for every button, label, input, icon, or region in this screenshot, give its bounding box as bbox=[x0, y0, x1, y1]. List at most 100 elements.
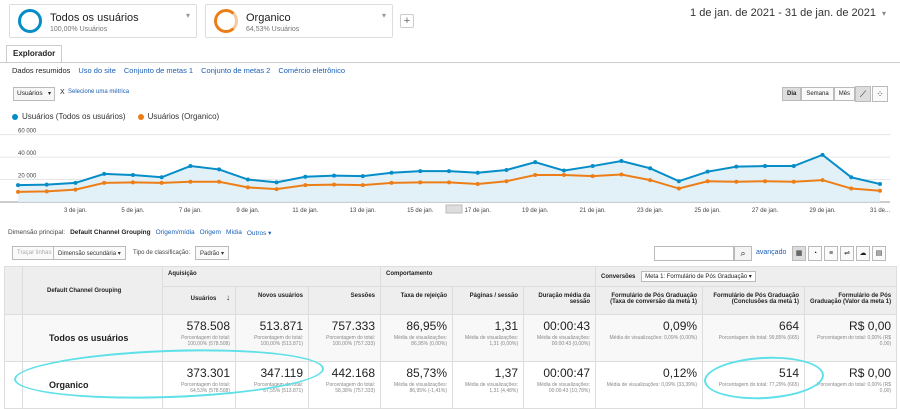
date-range-text: 1 de jan. de 2021 - 31 de jan. de 2021 bbox=[690, 7, 876, 19]
data-point bbox=[102, 171, 107, 176]
dimension-option-source-medium[interactable]: Origem/mídia bbox=[155, 229, 195, 236]
chevron-down-icon[interactable]: ▾ bbox=[185, 11, 190, 20]
table-cell: 757.333 Porcentagem do total: 100,00% (75… bbox=[307, 314, 382, 362]
data-point bbox=[504, 179, 509, 184]
cell-subtext: Média de visualizações: 0,09% (33,39%) bbox=[606, 382, 698, 388]
row-checkbox[interactable] bbox=[4, 314, 23, 362]
data-point bbox=[102, 180, 107, 185]
select-all-checkbox[interactable] bbox=[4, 266, 23, 315]
performance-view-icon[interactable]: ≡ bbox=[824, 246, 838, 261]
table-view-icon[interactable]: ▦ bbox=[792, 246, 806, 261]
explorer-subnav: Dados resumidos Uso do site Conjunto de … bbox=[12, 66, 345, 75]
column-header-goal-value[interactable]: Formulário de Pós Graduação (Valor da me… bbox=[804, 286, 898, 315]
column-header-sessions[interactable]: Sessões bbox=[307, 286, 382, 315]
search-icon[interactable]: ⌕ bbox=[734, 246, 752, 261]
table-row: Organico 373.301 Porcentagem do total: 64,… bbox=[4, 361, 898, 409]
segment-title: Todos os usuários bbox=[50, 12, 139, 24]
column-header-bounce-rate[interactable]: Taxa de rejeição bbox=[380, 286, 454, 315]
data-point bbox=[763, 164, 768, 169]
data-point bbox=[648, 178, 653, 183]
subnav-site-usage[interactable]: Uso do site bbox=[78, 66, 116, 75]
cell-value: 442.168 bbox=[331, 366, 376, 380]
sort-type-select[interactable]: Padrão ▾ bbox=[195, 246, 230, 260]
chart-legend: Usuários (Todos os usuários) Usuários (O… bbox=[12, 112, 219, 121]
legend-item[interactable]: Usuários (Organico) bbox=[137, 112, 219, 121]
plot-rows-button[interactable]: Traçar linhas bbox=[12, 246, 57, 260]
table-cell: 664 Porcentagem do total: 99,85% (665) bbox=[702, 314, 806, 362]
comparison-view-icon[interactable]: ⇌ bbox=[840, 246, 854, 261]
sort-descending-icon: ↓ bbox=[226, 293, 230, 302]
subnav-ecommerce[interactable]: Comércio eletrônico bbox=[278, 66, 346, 75]
pie-view-icon[interactable]: ◔ bbox=[808, 246, 822, 261]
data-point bbox=[820, 152, 825, 157]
data-point bbox=[475, 170, 480, 175]
versus-label: X bbox=[60, 89, 65, 96]
add-segment-button[interactable]: + bbox=[400, 14, 414, 28]
cell-value: 373.301 bbox=[186, 366, 230, 380]
granularity-day-button[interactable]: Dia bbox=[782, 87, 802, 101]
column-header-avg-duration[interactable]: Duração média da sessão bbox=[523, 286, 597, 315]
cell-value: 513.871 bbox=[259, 319, 303, 333]
table-cell: 0,09% Média de visualizações: 0,09% (0,00… bbox=[595, 314, 704, 362]
y-tick-label: 40 000 bbox=[18, 151, 37, 157]
cell-value: 1,37 bbox=[494, 366, 519, 380]
cell-subtext: Média de visualizações: 1,31 (0,00%) bbox=[464, 335, 519, 347]
group-header-behavior: Comportamento bbox=[380, 266, 597, 287]
data-point bbox=[676, 179, 681, 184]
dimension-option-source[interactable]: Origem bbox=[199, 229, 221, 236]
metric-select[interactable]: Usuários bbox=[13, 87, 55, 101]
data-point bbox=[159, 180, 164, 185]
granularity-month-button[interactable]: Mês bbox=[833, 87, 856, 101]
x-tick-label: 9 de jan. bbox=[236, 208, 259, 214]
dimension-header[interactable]: Default Channel Grouping bbox=[22, 266, 163, 315]
cell-value: 757.333 bbox=[331, 319, 376, 333]
table-cell: R$ 0,00 Porcentagem do total: 0,00% (R$ 0… bbox=[804, 314, 898, 362]
data-point bbox=[820, 178, 825, 183]
subnav-goal-set-1[interactable]: Conjunto de metas 1 bbox=[123, 66, 194, 75]
term-cloud-view-icon[interactable]: ☁ bbox=[856, 246, 870, 261]
cell-value: 514 bbox=[779, 366, 800, 380]
table-search-input[interactable] bbox=[654, 246, 734, 261]
cell-subtext: Média de visualizações: 00:00:43 (0,00%) bbox=[536, 335, 591, 347]
column-header-new-users[interactable]: Novos usuários bbox=[235, 286, 309, 315]
legend-item[interactable]: Usuários (Todos os usuários) bbox=[12, 112, 126, 121]
cell-subtext: Porcentagem do total: 0,00% (R$ 0,00) bbox=[817, 382, 892, 394]
subnav-summary[interactable]: Dados resumidos bbox=[12, 66, 71, 75]
table-cell: 86,95% Média de visualizações: 86,95% (0,… bbox=[380, 314, 454, 362]
column-header-pages-session[interactable]: Páginas / sessão bbox=[452, 286, 525, 315]
x-tick-label: 15 de jan. bbox=[407, 208, 434, 214]
secondary-dimension-select[interactable]: Dimensão secundária ▾ bbox=[53, 246, 126, 260]
line-chart-icon[interactable]: ⟋ bbox=[855, 86, 871, 102]
add-metric-link[interactable]: Selecione uma métrica bbox=[68, 89, 130, 95]
cell-value: 00:00:43 bbox=[543, 319, 591, 333]
chevron-down-icon[interactable]: ▾ bbox=[381, 11, 386, 20]
row-name: Organico bbox=[22, 361, 163, 409]
tab-divider bbox=[0, 62, 900, 63]
cell-subtext: Média de visualizações: 86,95% (0,00%) bbox=[393, 335, 448, 347]
data-point bbox=[475, 182, 480, 187]
cell-value: R$ 0,00 bbox=[849, 366, 892, 380]
tab-explorer[interactable]: Explorador bbox=[6, 45, 63, 63]
table-cell: 0,12% Média de visualizações: 0,09% (33,3… bbox=[595, 361, 704, 409]
goal-select[interactable]: Meta 1: Formulário de Pós Graduação ▾ bbox=[641, 271, 756, 282]
dimension-option-medium[interactable]: Mídia bbox=[225, 229, 242, 236]
dimension-option-other[interactable]: Outros ▾ bbox=[246, 230, 272, 237]
data-point bbox=[44, 189, 49, 194]
column-header-goal-conv-rate[interactable]: Formulário de Pós Graduação (Taxa de con… bbox=[595, 286, 704, 315]
primary-dimension-label: Dimensão principal: bbox=[8, 229, 66, 236]
advanced-filter-link[interactable]: avançado bbox=[756, 249, 787, 256]
segment-all-users[interactable]: Todos os usuários 100,00% Usuários ▾ bbox=[9, 4, 197, 38]
motion-chart-icon[interactable]: ⁘ bbox=[872, 86, 888, 102]
date-range-picker[interactable]: 1 de jan. de 2021 - 31 de jan. de 2021 ▾ bbox=[690, 7, 886, 19]
segment-organico[interactable]: Organico 64,53% Usuários ▾ bbox=[205, 4, 393, 38]
cell-value: 347.119 bbox=[260, 366, 304, 380]
data-point bbox=[130, 180, 135, 185]
cell-subtext: Porcentagem do total: 0,00% (R$ 0,00) bbox=[817, 335, 892, 347]
data-point bbox=[332, 173, 337, 178]
subnav-goal-set-2[interactable]: Conjunto de metas 2 bbox=[201, 66, 271, 75]
column-header-goal-completions[interactable]: Formulário de Pós Graduação (Conclusões … bbox=[702, 286, 806, 315]
column-header-users[interactable]: Usuários ↓ bbox=[162, 286, 236, 315]
cell-value: 664 bbox=[779, 319, 800, 333]
granularity-week-button[interactable]: Semana bbox=[801, 87, 834, 101]
pivot-view-icon[interactable]: ▤ bbox=[872, 246, 886, 261]
